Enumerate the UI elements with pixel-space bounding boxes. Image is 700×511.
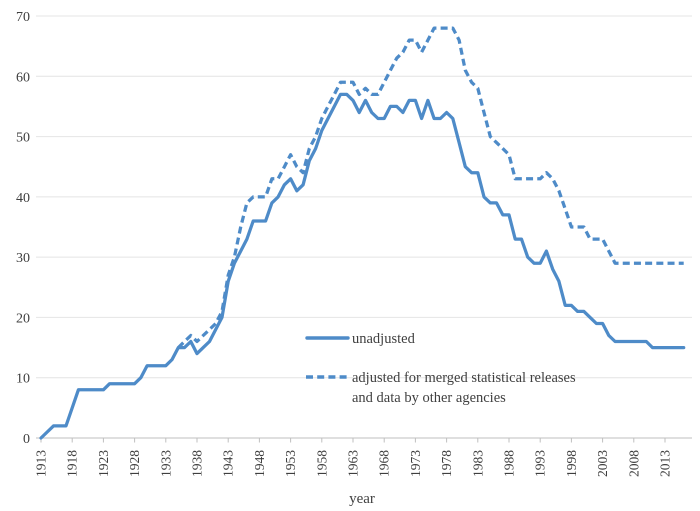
x-axis-title: year (349, 491, 375, 507)
x-tick-label: 1923 (96, 450, 111, 477)
x-tick-label: 1938 (190, 450, 205, 477)
y-tick-label: 10 (16, 372, 30, 387)
y-tick-label: 50 (16, 131, 30, 146)
x-tick-label: 1943 (221, 450, 236, 477)
legend-label-unadjusted: unadjusted (352, 331, 416, 347)
y-tick-label: 0 (23, 432, 30, 447)
y-tick-label: 60 (16, 70, 30, 85)
x-tick-label: 1998 (564, 450, 579, 477)
x-tick-label: 1983 (470, 450, 485, 477)
x-tick-label: 1913 (34, 450, 49, 477)
legend-label-adjusted-line2: and data by other agencies (352, 390, 506, 406)
y-axis-labels: 0 10 20 30 40 50 60 70 (16, 10, 30, 447)
gridlines (36, 15, 692, 379)
x-tick-label: 1978 (439, 450, 454, 477)
x-axis: 1913 1918 1923 1928 1933 1938 1943 1948 1953 1958… (34, 437, 692, 477)
x-tick-label: 1953 (283, 450, 298, 477)
x-tick-label: 1963 (346, 450, 361, 477)
series-line-adjusted (177, 26, 684, 349)
x-tick-label: 1948 (252, 450, 267, 477)
x-tick-label: 1973 (408, 450, 423, 477)
x-tick-label: 1933 (158, 450, 173, 477)
series-lines (39, 26, 686, 440)
y-tick-label: 70 (16, 10, 30, 25)
x-tick-label: 1918 (65, 450, 80, 477)
x-tick-label: 1928 (127, 450, 142, 477)
series-line-unadjusted (39, 92, 686, 440)
legend: unadjusted adjusted for merged statistic… (305, 331, 576, 406)
y-tick-label: 20 (16, 311, 30, 326)
legend-label-adjusted-line1: adjusted for merged statistical releases (352, 370, 576, 386)
x-tick-label: 1993 (533, 450, 548, 477)
x-tick-label: 1988 (502, 450, 517, 477)
y-tick-label: 30 (16, 251, 30, 266)
x-tick-label: 2013 (658, 450, 673, 477)
x-tick-label: 2008 (626, 450, 641, 477)
x-tick-label: 1958 (314, 450, 329, 477)
x-tick-label: 2003 (595, 450, 610, 477)
x-tick-label: 1968 (377, 450, 392, 477)
y-tick-label: 40 (16, 191, 30, 206)
